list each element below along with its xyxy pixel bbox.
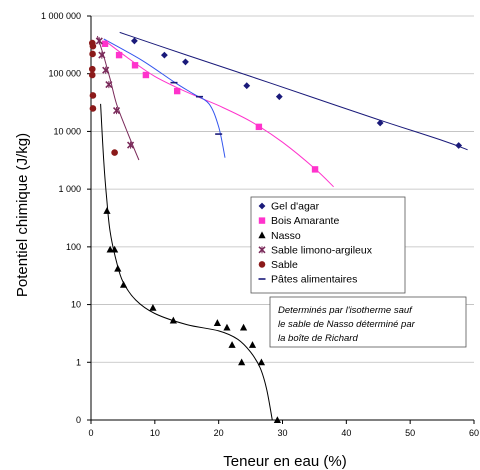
gel-d-agar-point xyxy=(161,51,168,59)
sable-point xyxy=(111,149,118,156)
y-tick-label: 10 000 xyxy=(53,126,81,136)
annotation-line-2: le sable de Nasso déterminé par xyxy=(278,319,416,330)
x-ticks: 0 10 20 30 40 50 60 xyxy=(88,420,479,438)
nasso-point xyxy=(111,245,119,253)
legend-marker-sable-limono-argileux xyxy=(258,246,266,254)
legend-label-pates-alimentaires: Pâtes alimentaires xyxy=(271,274,357,286)
pates-alimentaires-trendline xyxy=(103,38,226,158)
x-tick-label: 40 xyxy=(341,428,351,438)
x-tick-label: 0 xyxy=(88,428,93,438)
legend-marker-sable xyxy=(258,261,266,268)
data-points xyxy=(88,37,463,423)
bois-amarante-point xyxy=(255,123,263,131)
annotation-frame xyxy=(269,296,467,348)
sable-limono-argileux-point xyxy=(95,37,103,45)
legend-label-gel-d-agar: Gel d'agar xyxy=(271,201,320,213)
x-tick-label: 10 xyxy=(150,428,160,438)
bois-amarante-point xyxy=(115,51,123,59)
gel-d-agar-point xyxy=(455,142,463,149)
bois-amarante-point xyxy=(101,40,109,47)
annotation-line-1: Determinés par l'isotherme sauf xyxy=(278,305,413,316)
nasso-point xyxy=(169,316,177,324)
x-tick-label: 60 xyxy=(469,428,479,438)
x-tick-label: 30 xyxy=(277,428,287,438)
bois-amarante-point xyxy=(311,166,319,173)
gel-d-agar-point xyxy=(275,93,283,101)
legend-label-bois-amarante: Bois Amarante xyxy=(271,215,339,227)
bois-amarante-trendline xyxy=(106,41,334,188)
legend-marker-nasso xyxy=(258,231,266,239)
bois-amarante-point xyxy=(173,87,181,95)
nasso-point xyxy=(257,358,266,366)
gel-d-agar-point xyxy=(243,82,251,90)
nasso-point xyxy=(239,323,248,331)
legend-label-sable: Sable xyxy=(271,259,298,271)
bois-amarante-point xyxy=(131,62,139,69)
nasso-point xyxy=(114,264,122,272)
sable-limono-argileux-point xyxy=(102,66,110,74)
bois-amarante-point xyxy=(142,71,150,79)
sable-point xyxy=(89,50,96,58)
y-tick-label: 100 000 xyxy=(48,69,81,79)
nasso-point xyxy=(228,341,236,348)
x-tick-label: 50 xyxy=(405,428,415,438)
legend-label-sable-limono-argileux: Sable limono-argileux xyxy=(271,244,373,256)
sable-point xyxy=(88,65,96,73)
nasso-point xyxy=(248,341,257,348)
sable-point xyxy=(88,71,96,79)
sable-point xyxy=(89,105,97,112)
y-tick-label: 1 xyxy=(76,357,81,367)
annotation-box: Determinés par l'isotherme sauf le sable… xyxy=(269,296,467,348)
nasso-point xyxy=(273,416,281,423)
annotation-line-3: la boîte de Richard xyxy=(278,333,358,344)
nasso-point xyxy=(223,323,231,331)
y-ticks: 0 1 10 100 1 000 10 000 100 000 1 000 000 xyxy=(41,11,91,425)
nasso-point xyxy=(149,303,157,311)
nasso-point xyxy=(238,358,246,366)
nasso-trendline xyxy=(100,103,273,421)
sable-limono-argileux-point xyxy=(127,141,135,149)
sable-limono-argileux-point xyxy=(112,106,121,115)
gel-d-agar-trendline xyxy=(119,31,468,151)
legend: Gel d'agar Bois Amarante Nasso Sable limono… xyxy=(250,196,406,294)
nasso-point xyxy=(103,207,111,214)
nasso-point xyxy=(213,319,221,326)
sable-point xyxy=(89,42,97,50)
y-tick-label: 10 xyxy=(71,300,81,310)
x-axis-title: Teneur en eau (%) xyxy=(223,453,346,470)
nasso-point xyxy=(119,281,128,288)
y-tick-label: 100 xyxy=(66,242,81,252)
sable-point xyxy=(89,92,97,99)
legend-marker-bois-amarante xyxy=(258,217,266,224)
y-axis-title: Potentiel chimique (J/kg) xyxy=(14,133,31,297)
y-tick-label: 0 xyxy=(76,415,81,425)
sable-limono-argileux-point xyxy=(105,80,113,89)
legend-box xyxy=(250,196,406,294)
gel-d-agar-point xyxy=(376,119,384,127)
legend-label-nasso: Nasso xyxy=(271,230,301,242)
gel-d-agar-point xyxy=(182,58,189,66)
x-tick-label: 20 xyxy=(214,428,224,438)
legend-marker-gel-d-agar xyxy=(258,202,266,210)
y-tick-label: 1 000 000 xyxy=(41,11,81,21)
gel-d-agar-point xyxy=(131,37,138,45)
y-tick-label: 1 000 xyxy=(58,184,81,194)
sable-limono-argileux-point xyxy=(98,51,106,59)
